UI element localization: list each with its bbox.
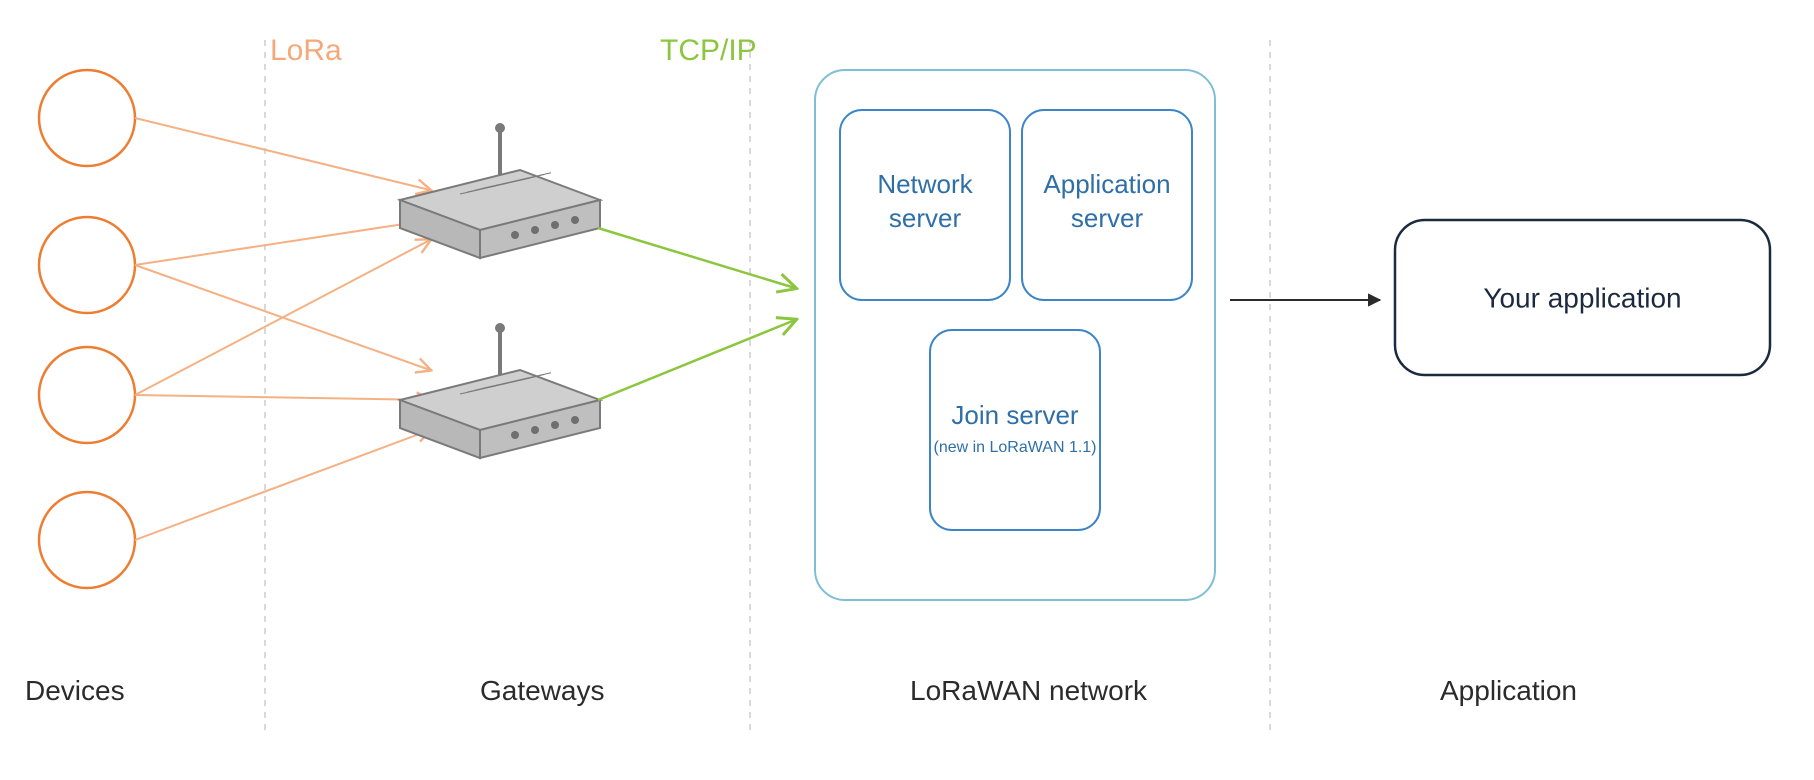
lora-protocol-label: LoRa — [270, 34, 342, 67]
tcp-link — [598, 320, 795, 400]
join-server-sublabel: (new in LoRaWAN 1.1) — [933, 439, 1096, 456]
network-server-box: Network server — [840, 110, 1010, 300]
device-node — [39, 492, 135, 588]
device-nodes — [39, 70, 135, 588]
application-server-label-line1: Application — [1043, 169, 1170, 199]
device-node — [39, 347, 135, 443]
device-node — [39, 217, 135, 313]
device-node — [39, 70, 135, 166]
gateway-router-icon — [400, 123, 600, 258]
lora-connection-arrows — [135, 118, 430, 540]
tcpip-protocol-label: TCP/IP — [660, 34, 757, 67]
network-server-label-line2: server — [889, 203, 962, 233]
lora-link — [135, 430, 430, 540]
join-server-box: Join server (new in LoRaWAN 1.1) — [930, 330, 1100, 530]
tcp-connection-arrows — [598, 228, 795, 400]
join-server-label: Join server — [951, 400, 1078, 430]
lora-link — [135, 220, 430, 265]
tcp-link — [598, 228, 795, 288]
lora-link — [135, 118, 430, 190]
lorawan-section-label: LoRaWAN network — [910, 675, 1148, 706]
devices-section-label: Devices — [25, 675, 125, 706]
application-server-label-line2: server — [1071, 203, 1144, 233]
lorawan-network-box: Network server Application server Join serve… — [815, 70, 1215, 600]
your-application-box: Your application — [1395, 220, 1770, 375]
application-server-box: Application server — [1022, 110, 1192, 300]
application-section-label: Application — [1440, 675, 1577, 706]
lorawan-architecture-diagram: LoRa TCP/IP Devices Gateways LoRaWAN net… — [0, 0, 1814, 780]
lora-link — [135, 240, 430, 395]
lora-link — [135, 395, 430, 400]
your-application-label: Your application — [1483, 283, 1681, 314]
network-server-label-line1: Network — [877, 169, 973, 199]
gateways-section-label: Gateways — [480, 675, 605, 706]
gateway-nodes — [400, 123, 600, 458]
gateway-router-icon — [400, 323, 600, 458]
